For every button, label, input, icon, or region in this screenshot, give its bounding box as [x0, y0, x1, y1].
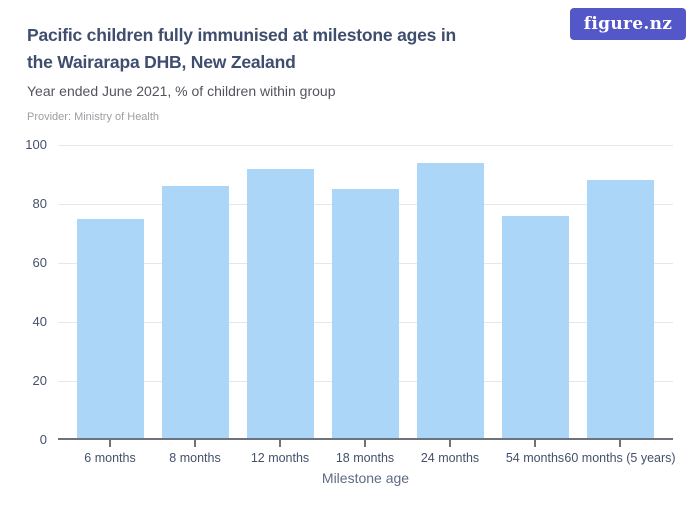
x-axis-tick-60-months-5-years — [619, 440, 621, 447]
x-axis-tick-18-months — [364, 440, 366, 447]
bar-54-months[interactable] — [501, 215, 569, 440]
bar-24-months[interactable] — [416, 162, 484, 440]
y-axis-label-60: 60 — [32, 255, 47, 270]
y-axis-label-80: 80 — [32, 196, 47, 211]
x-axis-tick-6-months — [109, 440, 111, 447]
x-axis-label-6-months: 6 months — [84, 451, 136, 465]
bar-60-months-5-years[interactable] — [586, 180, 654, 440]
bar-12-months[interactable] — [246, 168, 314, 440]
provider-note: Provider: Ministry of Health — [27, 111, 160, 123]
bar-8-months[interactable] — [161, 186, 229, 440]
x-axis-title: Milestone age — [321, 470, 410, 486]
chart-header: Pacific children fully immunised at mile… — [27, 22, 547, 123]
x-axis-tick-24-months — [449, 440, 451, 447]
y-axis-label-100: 100 — [25, 137, 47, 152]
y-axis-label-20: 20 — [32, 373, 47, 388]
plot-area: Milestone age 0 20 40 60 80 100 6 months 8 mont… — [25, 137, 675, 486]
x-axis-label-18-months: 18 months — [335, 451, 395, 465]
chart-title-line1: Pacific children fully immunised at mile… — [27, 25, 456, 45]
x-axis-label-24-months: 24 months — [420, 451, 480, 465]
x-axis-label-12-months: 12 months — [250, 451, 310, 465]
x-axis-label-54-months: 54 months — [505, 451, 565, 465]
x-axis-line — [58, 438, 673, 440]
chart-subtitle: Year ended June 2021, % of children with… — [27, 83, 336, 99]
x-axis-tick-8-months — [194, 440, 196, 447]
y-axis-label-0: 0 — [39, 432, 47, 447]
chart-title: Pacific children fully immunised at mile… — [27, 22, 547, 76]
gridline-100 — [58, 145, 673, 146]
x-axis-tick-54-months — [534, 440, 536, 447]
y-axis-label-40: 40 — [32, 314, 47, 329]
bar-6-months[interactable] — [76, 218, 144, 440]
figure-nz-logo-text: figure.nz — [583, 14, 673, 34]
x-axis-label-60-months-5-years: 60 months (5 years) — [564, 451, 676, 465]
bar-18-months[interactable] — [331, 189, 399, 440]
x-axis-label-8-months: 8 months — [169, 451, 221, 465]
figure-nz-logo[interactable]: figure.nz — [570, 8, 686, 40]
chart-title-line2: the Wairarapa DHB, New Zealand — [27, 52, 296, 72]
x-axis-tick-12-months — [279, 440, 281, 447]
